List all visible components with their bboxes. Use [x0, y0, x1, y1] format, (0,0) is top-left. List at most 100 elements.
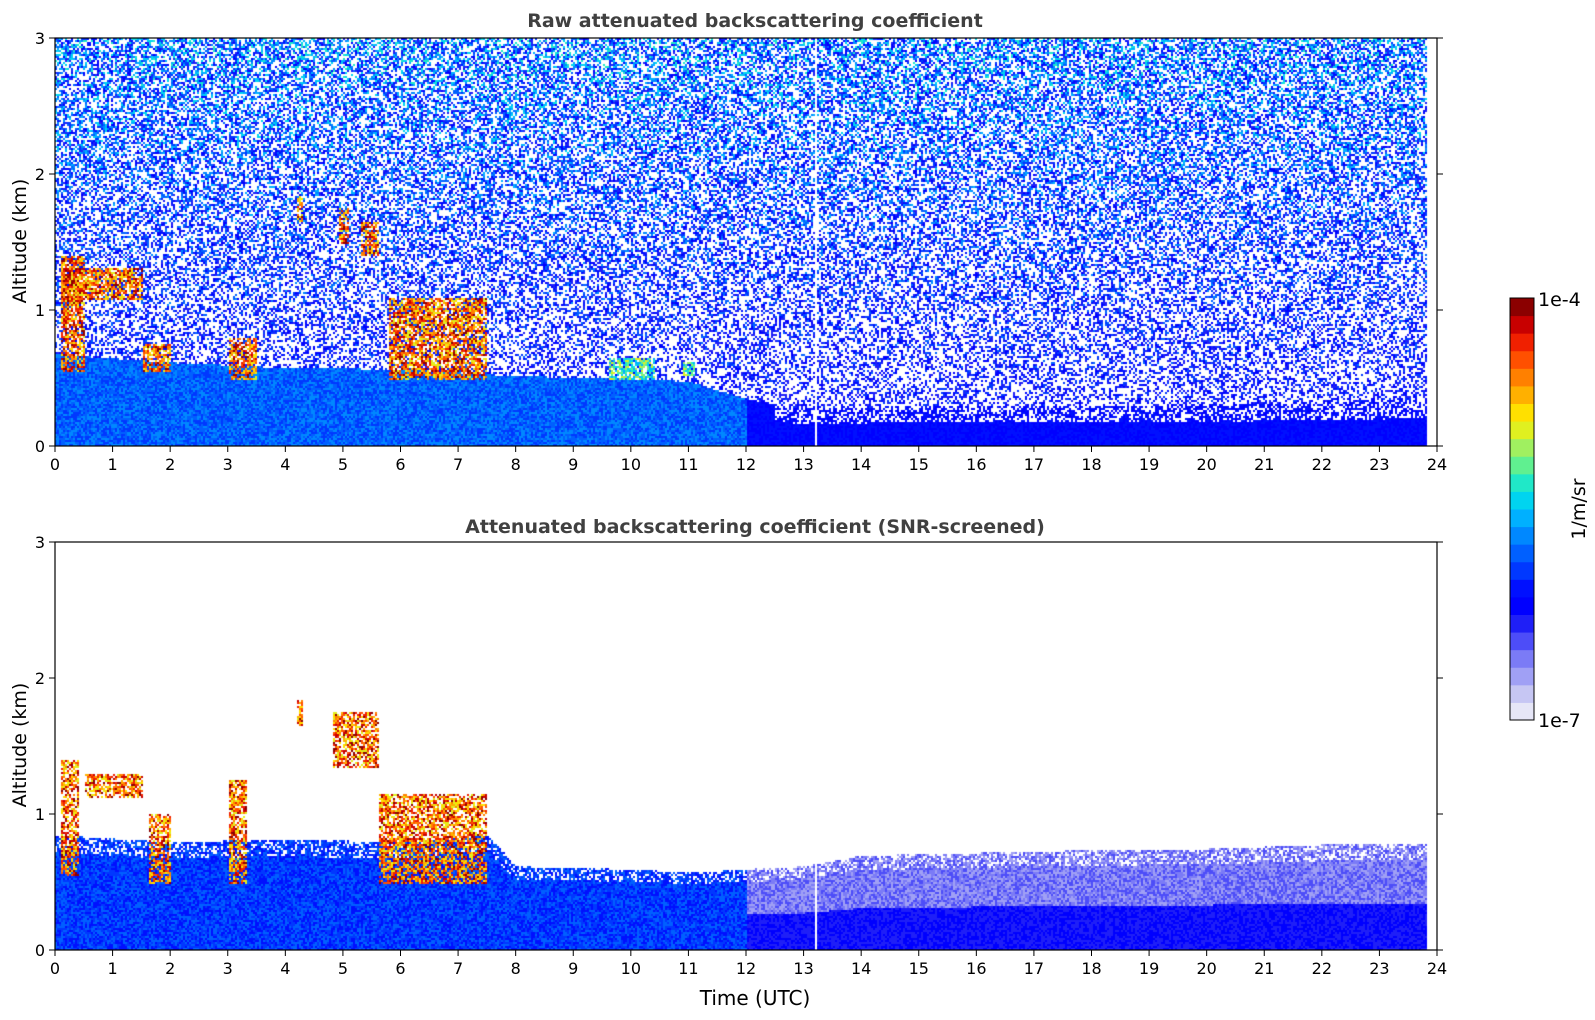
axes: 0 1 2 3 4 5 6 7 8 9 10 11 12 13 14 15 16 17 18 19 20 21 22 23 24…	[35, 29, 1447, 474]
y-tick-label: 1	[35, 301, 45, 320]
colorbar-max-label: 1e-4	[1538, 289, 1581, 311]
axes: 0 1 2 3 4 5 6 7 8 9 10 11 12 13 14 15 16 17 18 19 20 21 22 23 24…	[35, 533, 1447, 978]
colorbar-step	[1510, 385, 1534, 404]
colorbar-step	[1510, 350, 1534, 369]
x-tick-label: 0	[50, 455, 60, 474]
colorbar-step	[1510, 298, 1534, 317]
x-tick-label: 22	[1312, 455, 1332, 474]
panel-raw: Raw attenuated backscattering coefficien…	[9, 10, 1447, 474]
x-tick-label: 18	[1081, 455, 1101, 474]
x-tick-label: 4	[280, 455, 290, 474]
colorbar-step	[1510, 368, 1534, 387]
x-tick-label: 10	[621, 959, 641, 978]
colorbar-unit-label: 1/m/sr	[1568, 478, 1590, 539]
x-tick-label: 23	[1369, 455, 1389, 474]
colorbar-step	[1510, 544, 1534, 563]
x-tick-label: 22	[1312, 959, 1332, 978]
x-tick-label: 1	[107, 455, 117, 474]
x-tick-label: 9	[568, 959, 578, 978]
colorbar-step	[1510, 456, 1534, 475]
colorbar-step	[1510, 315, 1534, 334]
colorbar-min-label: 1e-7	[1538, 710, 1581, 732]
x-tick-label: 19	[1139, 959, 1159, 978]
colorbar-step	[1510, 403, 1534, 422]
heatmap-plot-area	[55, 38, 1437, 446]
x-tick-label: 11	[678, 959, 698, 978]
y-tick-label: 0	[35, 437, 45, 456]
x-tick-label: 13	[793, 455, 813, 474]
panel-snr-screened: Attenuated backscattering coefficient (S…	[9, 516, 1447, 978]
x-tick-label: 1	[107, 959, 117, 978]
colorbar-step	[1510, 473, 1534, 492]
colorbar-step	[1510, 649, 1534, 668]
y-tick-label: 2	[35, 669, 45, 688]
x-tick-label: 12	[736, 455, 756, 474]
colorbar-steps	[1510, 298, 1534, 721]
x-tick-label: 6	[395, 455, 405, 474]
colorbar-step	[1510, 333, 1534, 352]
colorbar-step	[1510, 561, 1534, 580]
x-tick-label: 24	[1427, 455, 1447, 474]
colorbar-step	[1510, 667, 1534, 686]
x-tick-label: 16	[966, 959, 986, 978]
colorbar-step	[1510, 526, 1534, 545]
x-tick-label: 19	[1139, 455, 1159, 474]
x-tick-label: 9	[568, 455, 578, 474]
colorbar-step	[1510, 702, 1534, 721]
x-tick-label: 3	[223, 959, 233, 978]
x-tick-label: 10	[621, 455, 641, 474]
y-tick-label: 2	[35, 165, 45, 184]
y-tick-label: 3	[35, 29, 45, 48]
colorbar-frame	[1509, 297, 1535, 721]
y-tick-label: 0	[35, 941, 45, 960]
x-tick-label: 12	[736, 959, 756, 978]
y-axis-label: Altitude (km)	[9, 683, 31, 808]
x-tick-label: 18	[1081, 959, 1101, 978]
x-tick-label: 15	[909, 455, 929, 474]
y-tick-label: 3	[35, 533, 45, 552]
colorbar-step	[1510, 684, 1534, 703]
heatmap-image	[55, 542, 1437, 950]
colorbar: 1e-4 1e-7 1/m/sr	[1509, 289, 1590, 732]
y-axis-label: Altitude (km)	[9, 179, 31, 304]
colorbar-step	[1510, 614, 1534, 633]
x-tick-label: 8	[511, 455, 521, 474]
x-tick-label: 20	[1196, 959, 1216, 978]
colorbar-step	[1510, 421, 1534, 440]
x-tick-label: 15	[909, 959, 929, 978]
x-tick-label: 5	[338, 455, 348, 474]
x-tick-label: 17	[1024, 959, 1044, 978]
x-tick-label: 21	[1254, 959, 1274, 978]
panel-title: Attenuated backscattering coefficient (S…	[465, 516, 1045, 538]
x-tick-label: 14	[851, 959, 871, 978]
colorbar-step	[1510, 632, 1534, 651]
x-tick-label: 17	[1024, 455, 1044, 474]
x-tick-label: 21	[1254, 455, 1274, 474]
colorbar-step	[1510, 491, 1534, 510]
colorbar-step	[1510, 579, 1534, 598]
x-tick-label: 11	[678, 455, 698, 474]
x-tick-label: 5	[338, 959, 348, 978]
x-tick-label: 13	[793, 959, 813, 978]
x-tick-label: 3	[223, 455, 233, 474]
colorbar-step	[1510, 596, 1534, 615]
x-tick-label: 24	[1427, 959, 1447, 978]
colorbar-step	[1510, 438, 1534, 457]
heatmap-plot-area	[55, 542, 1437, 950]
x-tick-label: 7	[453, 455, 463, 474]
x-tick-label: 23	[1369, 959, 1389, 978]
x-tick-label: 6	[395, 959, 405, 978]
x-tick-label: 8	[511, 959, 521, 978]
x-tick-label: 20	[1196, 455, 1216, 474]
x-tick-label: 2	[165, 455, 175, 474]
panel-title: Raw attenuated backscattering coefficien…	[527, 10, 983, 32]
heatmap-image	[55, 38, 1437, 446]
x-tick-label: 7	[453, 959, 463, 978]
y-tick-label: 1	[35, 805, 45, 824]
colorbar-step	[1510, 509, 1534, 528]
x-tick-label: 4	[280, 959, 290, 978]
x-axis-label: Time (UTC)	[699, 986, 811, 1010]
x-tick-label: 16	[966, 455, 986, 474]
x-tick-label: 2	[165, 959, 175, 978]
